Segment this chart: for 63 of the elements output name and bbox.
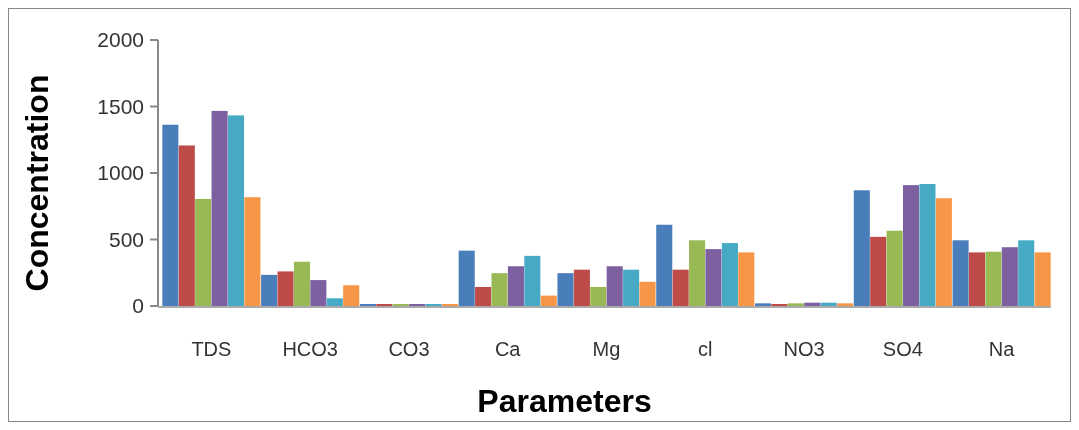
bar bbox=[310, 280, 327, 306]
bar bbox=[853, 190, 870, 306]
x-tick-label: cl bbox=[698, 338, 713, 360]
y-tick-label: 1000 bbox=[97, 161, 144, 185]
bar bbox=[1018, 240, 1035, 306]
y-axis-title: Concentration bbox=[19, 74, 55, 292]
bar bbox=[524, 255, 541, 306]
bar bbox=[639, 281, 656, 306]
bar bbox=[507, 266, 524, 306]
bar bbox=[721, 243, 738, 306]
bar bbox=[1001, 247, 1018, 306]
bar bbox=[968, 252, 986, 306]
bar bbox=[573, 269, 590, 306]
x-tick-label: TDS bbox=[191, 338, 232, 360]
bar bbox=[261, 274, 278, 306]
y-tick-label: 1500 bbox=[97, 94, 144, 118]
bar bbox=[985, 251, 1002, 306]
bar bbox=[491, 273, 508, 306]
bar bbox=[162, 124, 179, 306]
bar bbox=[837, 303, 854, 306]
x-tick-label: Mg bbox=[592, 338, 621, 360]
bar bbox=[656, 224, 673, 306]
x-tick-label: SO4 bbox=[882, 338, 923, 360]
bar bbox=[293, 261, 310, 306]
bar bbox=[606, 266, 623, 306]
bar bbox=[178, 145, 195, 306]
bar bbox=[952, 240, 969, 306]
bar bbox=[227, 115, 245, 306]
bar bbox=[804, 302, 821, 306]
bar bbox=[540, 295, 557, 306]
y-tick-label: 500 bbox=[108, 227, 144, 251]
bar bbox=[919, 184, 936, 306]
x-axis-title: Parameters bbox=[477, 383, 652, 419]
bar bbox=[935, 198, 952, 306]
x-tick-label: NO3 bbox=[783, 338, 825, 360]
x-tick-label: CO3 bbox=[388, 338, 430, 360]
bar bbox=[903, 185, 920, 306]
bar bbox=[590, 286, 607, 306]
bar bbox=[244, 197, 261, 306]
y-tick-label: 0 bbox=[132, 294, 144, 318]
bar bbox=[475, 286, 492, 306]
bar bbox=[458, 250, 475, 306]
bar bbox=[195, 198, 212, 306]
bar bbox=[705, 249, 722, 306]
bar bbox=[820, 302, 837, 306]
bar bbox=[326, 298, 343, 306]
bar bbox=[755, 303, 772, 306]
x-tick-label: HCO3 bbox=[282, 338, 338, 360]
bar bbox=[672, 269, 689, 306]
bar bbox=[557, 273, 574, 306]
bar bbox=[1034, 252, 1051, 306]
x-tick-label: Ca bbox=[494, 338, 522, 360]
bar bbox=[343, 285, 360, 306]
y-tick-label: 2000 bbox=[97, 28, 144, 52]
bar bbox=[277, 271, 294, 306]
bar bbox=[211, 110, 228, 306]
bar bbox=[870, 236, 887, 306]
bar bbox=[623, 269, 640, 306]
bar bbox=[689, 240, 706, 306]
bar bbox=[886, 230, 903, 306]
x-tick-label: Na bbox=[988, 338, 1016, 360]
bar bbox=[787, 303, 804, 306]
bar bbox=[738, 252, 755, 306]
